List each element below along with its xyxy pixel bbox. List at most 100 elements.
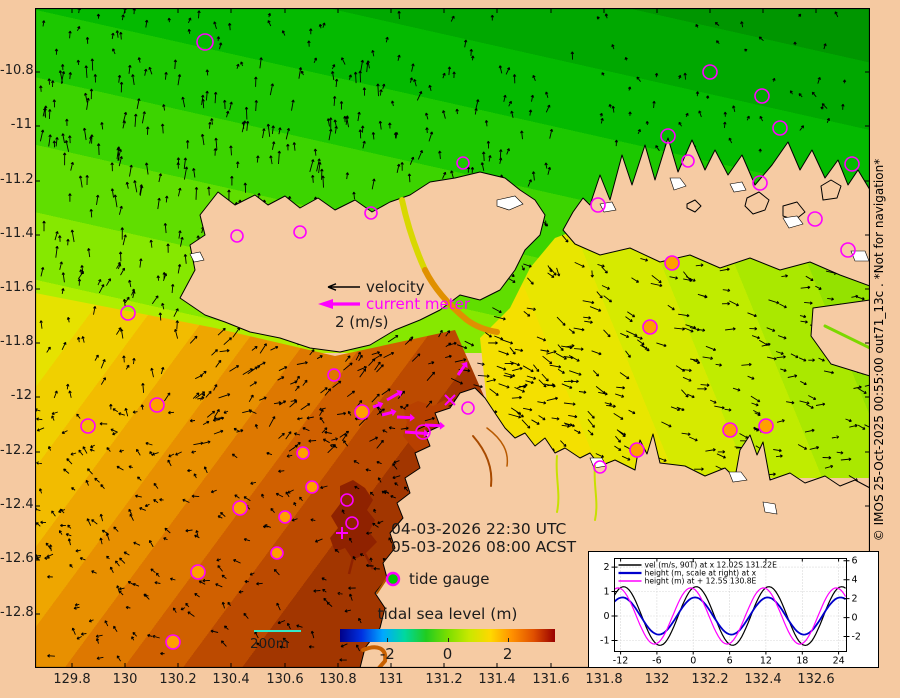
colorbar-tick-label: 0 bbox=[442, 645, 453, 663]
straits-rivers bbox=[361, 197, 870, 668]
colorbar-tick bbox=[387, 638, 389, 642]
y-tick-label: -12.2 bbox=[0, 443, 34, 458]
tide-gauge-marker bbox=[196, 33, 214, 51]
y-tick-label: -11.6 bbox=[0, 280, 34, 295]
inset-x-tick-label: 12 bbox=[760, 656, 772, 667]
x-tick-label: 131.4 bbox=[478, 672, 516, 687]
scalebar-label: 200m bbox=[250, 636, 289, 652]
y-tick-label: -12.6 bbox=[0, 551, 34, 566]
inset-left-tick-label: 1 bbox=[603, 587, 609, 598]
timestamp-local: 05-03-2026 08:00 ACST bbox=[391, 538, 577, 556]
current-meter-vector-head bbox=[377, 401, 384, 409]
island bbox=[686, 199, 702, 213]
inset-left-tick-label: 2 bbox=[603, 562, 609, 573]
tide-gauge-marker bbox=[807, 211, 823, 227]
y-tick-label: -11 bbox=[10, 117, 32, 132]
velocity-arrows bbox=[39, 261, 182, 417]
tide-gauge-marker bbox=[664, 255, 680, 271]
tide-gauge-marker bbox=[593, 460, 607, 474]
current-meter-vector-head bbox=[439, 421, 445, 430]
inset-x-tick-label: 18 bbox=[796, 656, 808, 667]
island bbox=[744, 191, 770, 215]
inset-right-tick-label: 0 bbox=[852, 613, 858, 624]
y-tick-label: -11.4 bbox=[0, 226, 34, 241]
colorbar-tick-label: -2 bbox=[379, 645, 395, 663]
map-canvas bbox=[35, 8, 870, 668]
island bbox=[820, 179, 842, 201]
tide-gauge-marker bbox=[80, 418, 96, 434]
current-meter-vector bbox=[456, 365, 466, 376]
tidal-map bbox=[35, 8, 870, 668]
y-tick-label: -12.4 bbox=[0, 497, 34, 512]
inset-left-tick-label: 0 bbox=[603, 611, 609, 622]
velocity-scale-label: 2 (m/s) bbox=[335, 313, 389, 331]
current-meter-arrow-icon bbox=[318, 299, 360, 309]
tiwi-islands bbox=[179, 171, 546, 353]
current-meter-vector bbox=[404, 430, 425, 435]
tide-gauge-marker bbox=[456, 156, 470, 170]
east-shore-land bbox=[810, 299, 870, 377]
tide-gauge-marker bbox=[772, 120, 788, 136]
tide-gauge-marker bbox=[752, 175, 768, 191]
tide-gauge-marker bbox=[722, 422, 738, 438]
x-tick-label: 130.4 bbox=[212, 672, 250, 687]
velocity-arrow-icon bbox=[327, 283, 360, 291]
x-tick-label: 132.2 bbox=[691, 672, 729, 687]
tide-gauge-marker bbox=[702, 64, 718, 80]
y-tick-label: -11.2 bbox=[0, 172, 34, 187]
tide-gauge-markers bbox=[80, 33, 860, 650]
tide-gauge-marker bbox=[232, 500, 248, 516]
inset-x-tick-label: -6 bbox=[652, 656, 661, 667]
y-tick-label: -10.8 bbox=[0, 63, 34, 78]
x-tick-label: 132 bbox=[644, 672, 670, 687]
inset-right-tick-label: -2 bbox=[852, 632, 861, 643]
inset-plot-frame bbox=[614, 558, 847, 652]
y-tick-label: -12 bbox=[10, 388, 32, 403]
plus-marker bbox=[336, 527, 348, 539]
tidal-flats bbox=[189, 177, 870, 515]
tide-gauge-marker bbox=[642, 319, 658, 335]
x-tick-label: 131.2 bbox=[425, 672, 463, 687]
tide-gauge-marker bbox=[165, 634, 181, 650]
velocity-legend-label: velocity bbox=[366, 278, 425, 296]
inset-series-line bbox=[613, 586, 846, 647]
inset-legend-label: height (m) at + 12.5S 130.8E bbox=[645, 577, 757, 586]
tide-gauge-legend-label: tide gauge bbox=[409, 570, 490, 588]
current-meter-vector-head bbox=[409, 413, 415, 422]
x-tick-label: 132.6 bbox=[797, 672, 835, 687]
inset-right-tick-label: 6 bbox=[852, 556, 858, 567]
tide-gauge-marker bbox=[660, 128, 676, 144]
tide-gauge-marker bbox=[293, 225, 307, 239]
x-marker bbox=[444, 394, 456, 406]
inset-legend-label: vel (m/s, 90T) at x 12.02S 131.22E bbox=[645, 561, 778, 570]
y-tick-label: -12.8 bbox=[0, 605, 34, 620]
tide-gauge-marker bbox=[840, 242, 856, 258]
inset-x-tick-label: 0 bbox=[690, 656, 696, 667]
inset-series-line bbox=[614, 587, 847, 645]
tide-gauge-marker bbox=[364, 206, 378, 220]
colorbar bbox=[340, 629, 555, 642]
scalebar-line bbox=[254, 630, 301, 632]
x-tick-label: 129.8 bbox=[53, 672, 91, 687]
tide-gauge-marker bbox=[844, 156, 860, 172]
inset-x-tick-label: 24 bbox=[833, 656, 845, 667]
tide-gauge-marker bbox=[230, 229, 244, 243]
tide-gauge-marker bbox=[305, 480, 319, 494]
current-meter-vector bbox=[424, 423, 441, 428]
inset-axis-ticks bbox=[611, 558, 850, 655]
island bbox=[782, 201, 806, 221]
arnhem-cobourg-mainland bbox=[562, 137, 870, 287]
x-tick-label: 131.8 bbox=[585, 672, 623, 687]
x-tick-label: 131.6 bbox=[532, 672, 570, 687]
tide-gauge-marker bbox=[345, 516, 359, 530]
current-meter-vector bbox=[372, 403, 380, 409]
tide-gauge-marker bbox=[149, 397, 165, 413]
colorbar-tick-label: 2 bbox=[502, 645, 513, 663]
current-meter-vector bbox=[386, 392, 400, 402]
x-tick-label: 130.2 bbox=[159, 672, 197, 687]
tide-gauge-legend-icon bbox=[385, 571, 401, 587]
y-tick-label: -11.8 bbox=[0, 334, 34, 349]
inset-left-tick-label: -1 bbox=[600, 635, 609, 646]
